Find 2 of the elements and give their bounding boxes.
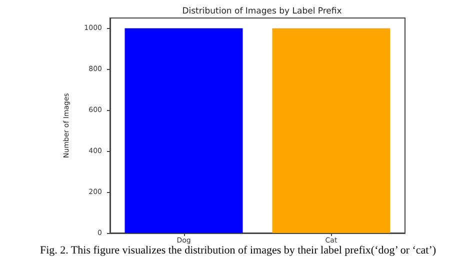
caption: Fig. 2. This figure visualizes the distribution of images by their label prefix(‘dog’ or ‘cat’)	[40, 244, 436, 256]
chart-title: Distribution of Images by Label Prefix	[182, 6, 342, 16]
